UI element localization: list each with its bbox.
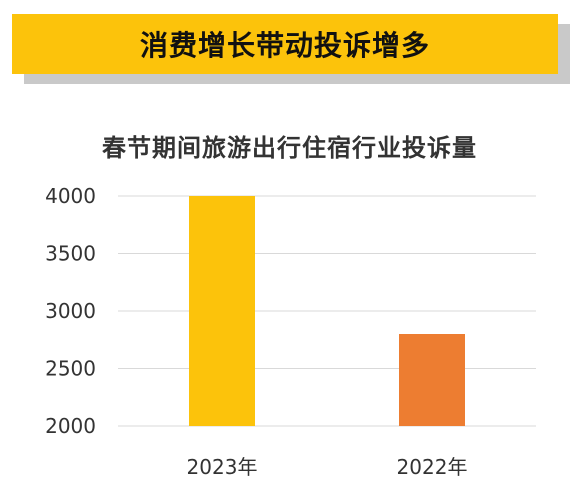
y-tick-label: 2000 <box>45 414 96 438</box>
y-tick-label: 4000 <box>45 184 96 208</box>
x-axis-labels: 2023年 2022年 <box>187 455 468 479</box>
y-tick-label: 3000 <box>45 299 96 323</box>
chart-title: 春节期间旅游出行住宿行业投诉量 <box>102 134 477 162</box>
x-category-label: 2023年 <box>187 455 258 479</box>
y-tick-label: 2500 <box>45 357 96 381</box>
bar-2023 <box>189 196 255 426</box>
bars <box>189 196 465 426</box>
y-tick-label: 3500 <box>45 242 96 266</box>
title-banner: 消费增长带动投诉增多 <box>12 14 558 74</box>
y-axis-ticks: 2000 2500 3000 3500 4000 <box>45 184 96 438</box>
bar-2022 <box>399 334 465 426</box>
banner-title: 消费增长带动投诉增多 <box>139 29 430 62</box>
grid-lines <box>118 195 536 427</box>
x-category-label: 2022年 <box>397 455 468 479</box>
